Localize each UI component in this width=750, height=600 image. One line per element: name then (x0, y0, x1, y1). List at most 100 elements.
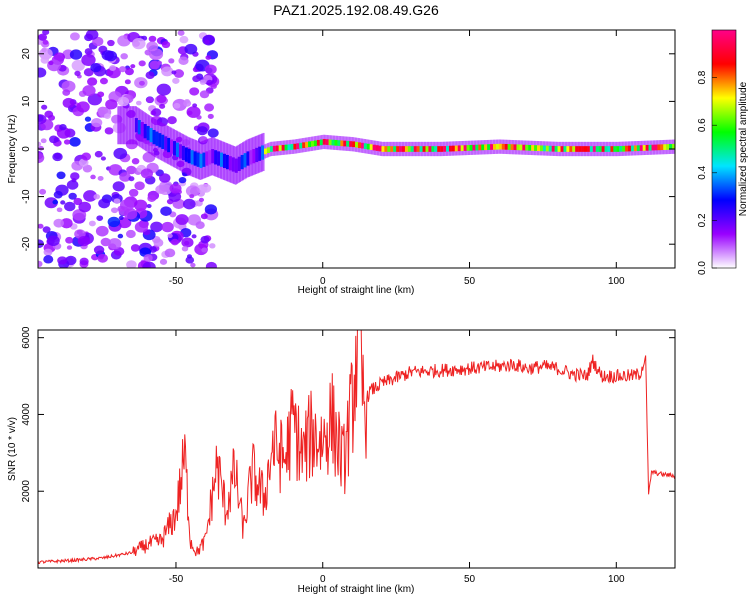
heatmap-cell (539, 145, 543, 152)
heatmap-cell (134, 221, 149, 233)
heatmap-cell (490, 144, 494, 150)
heatmap-cell (337, 140, 341, 146)
heatmap-cell (108, 238, 122, 250)
heatmap-cell (134, 181, 145, 191)
heatmap-cell (131, 106, 134, 145)
heatmap-cell (446, 145, 450, 152)
heatmap-cell (645, 144, 649, 151)
heatmap-cell (328, 139, 332, 146)
heatmap-cell (186, 254, 193, 259)
heatmap-cell (84, 116, 92, 122)
heatmap-cell (42, 39, 49, 45)
heatmap-cell (38, 145, 44, 151)
heatmap-cell (228, 156, 232, 171)
heatmap-cell (57, 256, 68, 265)
heatmap-cell (167, 233, 173, 239)
heatmap-cell (622, 145, 626, 152)
heatmap-cell (204, 39, 210, 45)
snr-ylabel: SNR (10 * v/v) (7, 417, 18, 481)
heatmap-cell (138, 60, 146, 67)
heatmap-cell (195, 221, 205, 229)
heatmap-cell (65, 255, 77, 266)
heatmap-cell (100, 156, 106, 161)
heatmap-cell (101, 50, 114, 61)
heatmap-cell (53, 218, 65, 228)
heatmap-cell (381, 146, 385, 152)
heatmap-cell (159, 173, 171, 183)
x-tick-label: 0 (320, 276, 326, 287)
heatmap-cell (495, 143, 499, 150)
x-tick-label: 100 (608, 574, 625, 585)
heatmap-cell (79, 257, 89, 266)
heatmap-cell (134, 118, 138, 133)
heatmap-cell (159, 258, 168, 265)
heatmap-cell (161, 41, 171, 49)
heatmap-cell (619, 146, 623, 152)
heatmap-cell (185, 256, 195, 264)
heatmap-cell (334, 139, 338, 146)
y-tick-label: 4000 (21, 403, 32, 426)
heatmap-cell (472, 144, 476, 151)
snr-line-layer (38, 330, 675, 565)
heatmap-cell (99, 77, 108, 85)
heatmap-cell (66, 245, 73, 250)
heatmap-cell (60, 218, 73, 229)
heatmap-cell (43, 248, 53, 256)
heatmap-cell (87, 77, 98, 86)
heatmap-cell (669, 144, 673, 150)
heatmap-cell (205, 55, 212, 60)
heatmap-cell (38, 223, 44, 229)
heatmap-cell (179, 35, 189, 44)
heatmap-cell (360, 142, 364, 149)
heatmap-cell (598, 146, 602, 152)
colorbar-tick-label: 0.0 (697, 261, 708, 275)
heatmap-cell (393, 146, 397, 152)
heatmap-cell (148, 48, 164, 61)
heatmap-cell (396, 146, 400, 152)
heatmap-cell (261, 145, 265, 160)
heatmap-cell (173, 69, 185, 78)
heatmap-cell (205, 261, 217, 268)
y-tick-label: 2000 (21, 480, 32, 503)
snr-ticks: -50 0 50 100 2000 4000 6000 (21, 326, 675, 585)
heatmap-cell (196, 115, 202, 120)
heatmap-cell (62, 89, 71, 96)
y-tick-label: 6000 (21, 326, 32, 349)
heatmap-cell (563, 146, 567, 152)
heatmap-cell (117, 106, 120, 145)
heatmap-cell (126, 106, 129, 145)
heatmap-cell (95, 225, 109, 237)
heatmap-cell (513, 144, 517, 151)
heatmap-cell (346, 140, 350, 147)
heatmap-cell (586, 146, 590, 152)
heatmap-cell (431, 146, 435, 152)
heatmap-cell (613, 146, 617, 152)
heatmap-cell (366, 143, 370, 150)
heatmap-cell (454, 145, 458, 152)
heatmap-cell (184, 147, 188, 162)
colorbar-tick-label: 0.4 (697, 165, 708, 179)
heatmap-cell (595, 146, 599, 152)
heatmap-cell (237, 156, 241, 172)
heatmap-cell (554, 146, 558, 152)
heatmap-cell (126, 165, 137, 175)
heatmap-cell (384, 146, 388, 152)
heatmap-cell (119, 199, 135, 212)
heatmap-cell (60, 200, 66, 205)
heatmap-cell (88, 220, 96, 227)
heatmap-cell (68, 192, 77, 200)
heatmap-cell (109, 65, 117, 71)
heatmap-cell (372, 144, 376, 151)
heatmap-cell (200, 213, 208, 220)
heatmap-cell (153, 238, 164, 247)
heatmap-cell (43, 255, 54, 264)
snr-panel: -50 0 50 100 2000 4000 6000 Height of straight… (7, 326, 676, 595)
heatmap-cell (164, 248, 176, 258)
heatmap-cell (192, 75, 201, 83)
heatmap-cell (191, 234, 197, 239)
heatmap-cell (548, 145, 552, 152)
heatmap-cell (413, 146, 417, 152)
heatmap-cell (40, 56, 50, 64)
spectrogram-ylabel: Frequency (Hz) (7, 115, 18, 184)
heatmap-cell (410, 146, 414, 152)
